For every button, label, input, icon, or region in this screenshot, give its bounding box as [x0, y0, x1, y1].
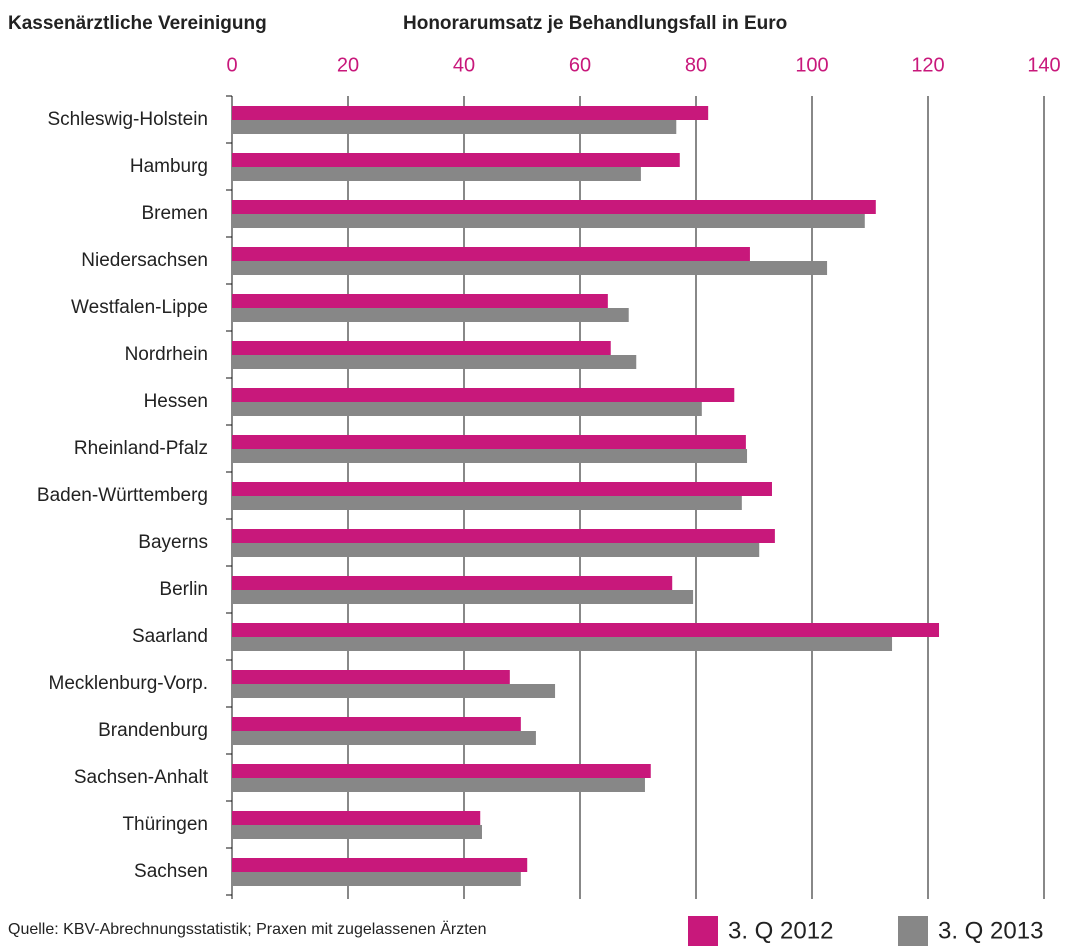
x-tick-label: 60: [569, 54, 591, 76]
y-tick-label: Bayerns: [138, 532, 208, 553]
bar: [232, 153, 680, 167]
y-tick-label: Westfalen-Lippe: [71, 297, 208, 318]
y-tick-label: Baden-Württemberg: [37, 485, 208, 506]
bar: [232, 388, 735, 402]
bar: [232, 623, 940, 637]
bar: [232, 670, 510, 684]
bar: [232, 590, 694, 604]
bar: [232, 576, 673, 590]
bar: [232, 764, 651, 778]
y-tick-label: Mecklenburg-Vorp.: [49, 673, 208, 694]
legend-label: 3. Q 2013: [938, 917, 1043, 944]
bar: [232, 402, 702, 416]
bar: [232, 435, 746, 449]
legend-label: 3. Q 2012: [728, 917, 833, 944]
bar: [232, 717, 521, 731]
x-tick-label: 40: [453, 54, 475, 76]
bar: [232, 496, 742, 510]
bar: [232, 811, 481, 825]
y-tick-label: Bremen: [141, 203, 208, 224]
y-tick-label: Brandenburg: [98, 720, 208, 741]
legend-swatch: [688, 916, 718, 946]
bar: [232, 120, 677, 134]
x-tick-label: 140: [1027, 54, 1060, 76]
bar: [232, 872, 521, 886]
bar: [232, 482, 772, 496]
y-tick-label: Schleswig-Holstein: [47, 109, 208, 130]
y-tick-label: Berlin: [159, 579, 208, 600]
y-tick-label: Sachsen-Anhalt: [74, 767, 209, 788]
x-tick-label: 0: [226, 54, 237, 76]
bar: [232, 247, 750, 261]
bar: [232, 106, 709, 120]
y-tick-label: Hamburg: [130, 156, 208, 177]
y-axis-title: Kassenärztliche Vereinigung: [8, 13, 267, 34]
bar: [232, 858, 528, 872]
y-tick-label: Thüringen: [122, 814, 208, 835]
chart-title: Honorarumsatz je Behandlungsfall in Euro: [403, 13, 787, 34]
x-tick-label: 120: [911, 54, 944, 76]
x-tick-label: 20: [337, 54, 359, 76]
bar: [232, 731, 536, 745]
x-tick-label: 80: [685, 54, 707, 76]
bar: [232, 261, 828, 275]
y-tick-label: Saarland: [132, 626, 208, 647]
x-tick-label: 100: [795, 54, 828, 76]
bar: [232, 214, 865, 228]
source-note: Quelle: KBV-Abrechnungsstatistik; Praxen…: [8, 920, 486, 938]
bar: [232, 294, 608, 308]
bar: [232, 529, 775, 543]
bar: [232, 449, 748, 463]
y-tick-label: Rheinland-Pfalz: [74, 438, 208, 459]
bar: [232, 200, 876, 214]
bar: [232, 825, 482, 839]
bar: [232, 341, 611, 355]
y-tick-label: Hessen: [144, 391, 208, 412]
legend-swatch: [898, 916, 928, 946]
bar: [232, 637, 893, 651]
bar: [232, 308, 629, 322]
bar: [232, 355, 637, 369]
y-tick-label: Nordrhein: [125, 344, 208, 365]
bar: [232, 543, 760, 557]
bar: [232, 684, 556, 698]
bar: [232, 167, 641, 181]
y-tick-label: Niedersachsen: [81, 250, 208, 271]
bar: [232, 778, 645, 792]
y-tick-label: Sachsen: [134, 861, 208, 882]
